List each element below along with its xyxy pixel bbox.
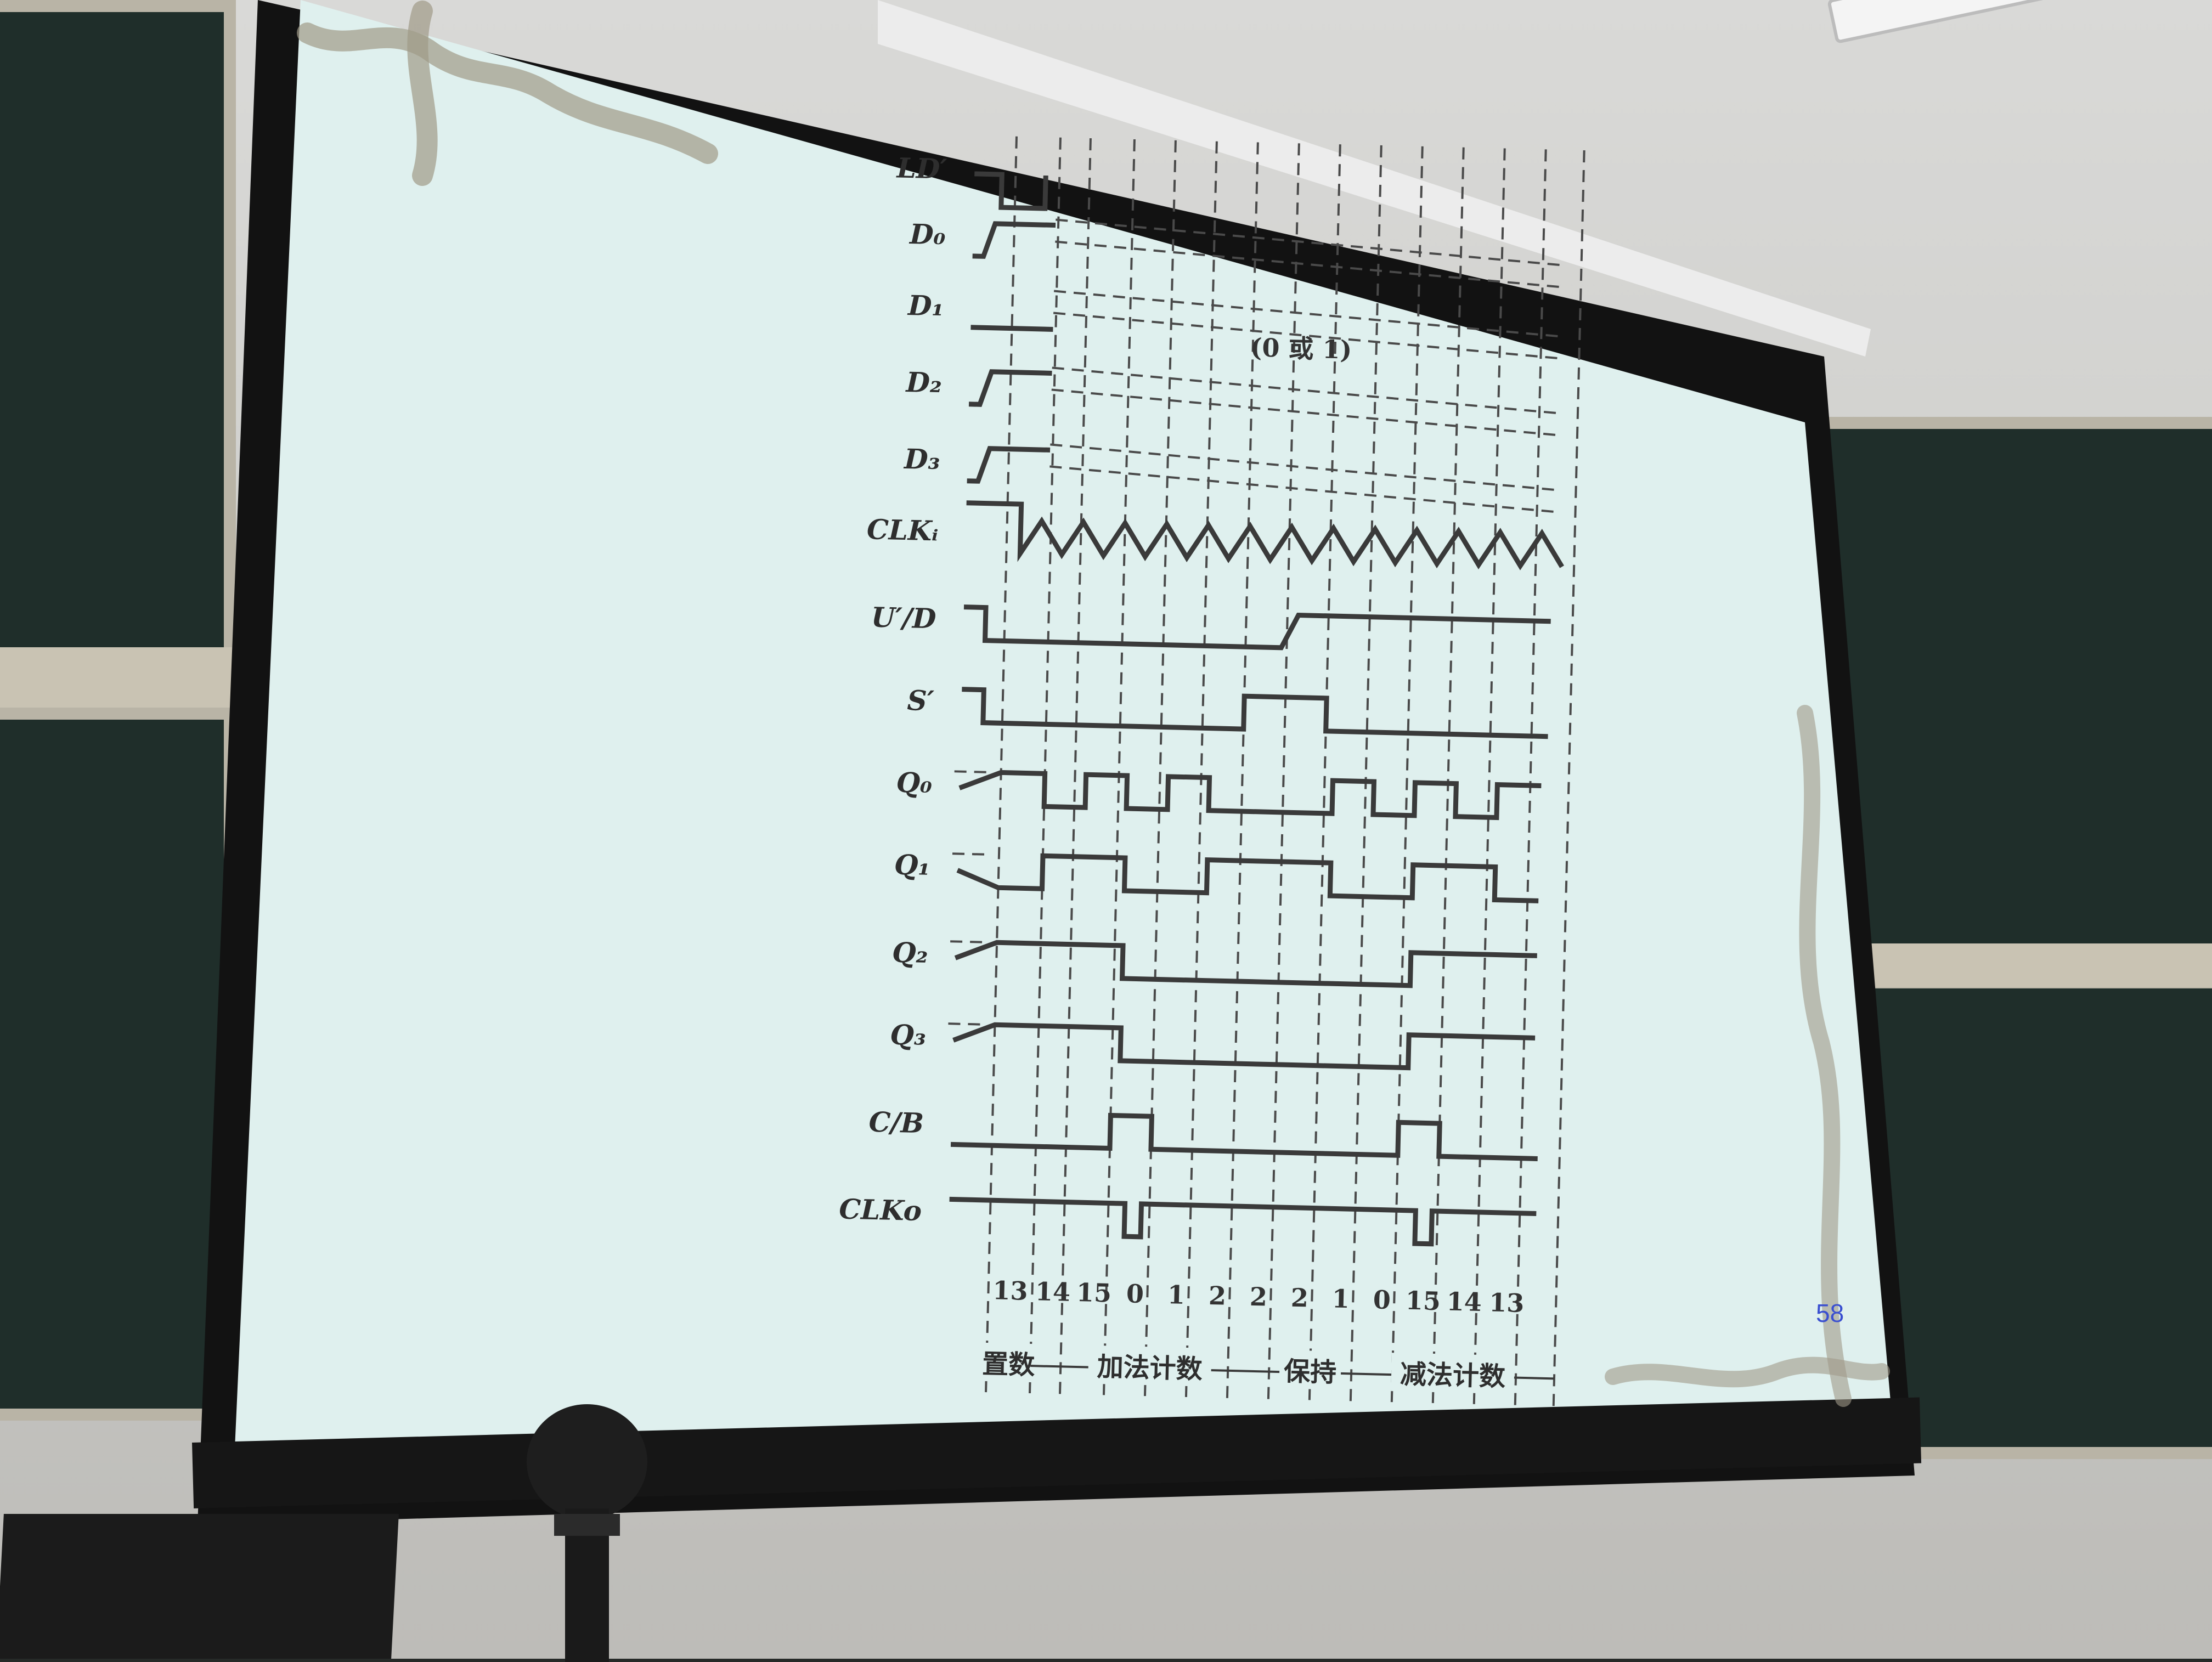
decor-scroll-right [1797,705,1852,1407]
timing-diagram: LD′ D₀ D₁ D₂ D₃ CLKᵢ U′/D S′ Q₀ Q₁ Q₂ Q₃ C/B CLKo (0 或… [839,136,1585,1412]
microphone-head [527,1404,647,1519]
phase-label-up: 加法计数 [1097,1352,1203,1385]
dashed-d3 [1049,465,1554,513]
count-value: 1 [1167,1280,1185,1310]
dashed-upper-d1 [1053,290,1558,337]
signal-label-d0: D₀ [909,218,946,251]
page-number: 58 [1816,1299,1844,1327]
grid-line-9 [1349,145,1383,1407]
signal-label-q3: Q₃ [890,1019,927,1052]
trace-ud [963,604,1551,651]
count-value: 13 [1489,1287,1525,1318]
phase-label-bg-up [1087,1345,1212,1387]
board-rail-right [1854,943,2212,987]
decor-scroll-topleft-vertical [407,1,438,186]
screen-roller [878,0,1871,357]
phase-label-hold: 保持 [1283,1356,1336,1388]
pre-dash-q1 [952,852,986,856]
signal-label-clki: CLKᵢ [866,513,939,547]
signal-label-q2: Q₂ [891,936,928,970]
pre-dash-q0 [954,770,988,773]
grid-line-12 [1472,148,1506,1410]
signal-label-d1: D₁ [906,289,944,323]
signal-label-ld: LD′ [895,151,947,185]
phase-label-down: 减法计数 [1400,1359,1505,1392]
grid-line-4 [1143,140,1177,1402]
value-note: (0 或 1) [1250,332,1352,365]
signal-label-q0: Q₀ [896,766,933,800]
trace-d3 [967,446,1051,484]
count-value: 14 [1446,1287,1482,1318]
signal-label-d2: D₂ [905,366,943,399]
grid-line-6 [1226,142,1259,1404]
phase-label-bg-hold [1279,1350,1342,1390]
signal-label-cb: C/B [868,1106,924,1139]
trace-d1 [970,325,1053,332]
grid-line-7 [1267,143,1300,1405]
phase-label-load: 置数 [982,1349,1035,1381]
trace-q0 [958,770,1542,821]
board-rail [0,647,236,708]
count-value: 2 [1249,1282,1267,1312]
signal-label-s: S′ [907,684,935,717]
trace-clko [949,1196,1537,1247]
trace-s [962,687,1548,739]
grid-line-13 [1514,149,1547,1411]
signal-label-d3: D₃ [903,443,941,476]
trace-cb [950,1112,1538,1161]
dashed-upper-d3 [1050,443,1554,491]
dashed-d2 [1051,388,1556,436]
grid-line-10 [1390,146,1424,1408]
trace-q2 [954,940,1537,988]
trace-clki [966,500,1564,570]
decor-scroll-topleft [297,22,718,164]
dashed-upper-d0 [1056,218,1560,266]
count-value: 0 [1373,1285,1391,1315]
signal-label-clko: CLKo [839,1192,922,1227]
pre-dash-q2 [950,940,984,943]
grid-line-11 [1431,147,1465,1409]
count-value: 13 [992,1275,1028,1306]
count-value: 2 [1290,1283,1308,1313]
grid-line-8 [1308,144,1341,1406]
microphone [527,1404,647,1662]
phase-label-bg-down [1391,1353,1515,1394]
grid-line-1 [1028,137,1062,1399]
decor-scroll-bottomright [1605,1356,1890,1388]
trace-q3 [952,1022,1536,1071]
grid-line-3 [1102,139,1136,1401]
trace-d2 [968,369,1052,407]
count-value: 1 [1331,1284,1350,1314]
grid-line-0 [984,136,1018,1398]
count-value: 15 [1405,1286,1441,1316]
dashed-upper-d2 [1052,366,1556,414]
microphone-clip [554,1514,620,1536]
count-value: 2 [1208,1281,1226,1311]
dashed-d0 [1055,240,1559,288]
trace-d0 [972,221,1056,259]
signal-label-ud: U′/D [871,601,936,635]
grid-line-2 [1058,138,1092,1400]
trace-q1 [956,853,1539,903]
blackboard-left-lower [0,708,236,1421]
count-value: 0 [1126,1279,1144,1309]
trace-ld [974,171,1048,211]
dashed-d1 [1053,312,1558,359]
blackboard-left [0,0,236,686]
grid-line-5 [1184,141,1218,1403]
phase-label-bg-load [977,1342,1040,1383]
grid-line-14 [1552,150,1585,1412]
signal-label-q1: Q₁ [894,849,930,882]
count-value: 15 [1076,1277,1111,1308]
desk-monitor [0,1514,399,1659]
count-value: 14 [1035,1276,1070,1307]
